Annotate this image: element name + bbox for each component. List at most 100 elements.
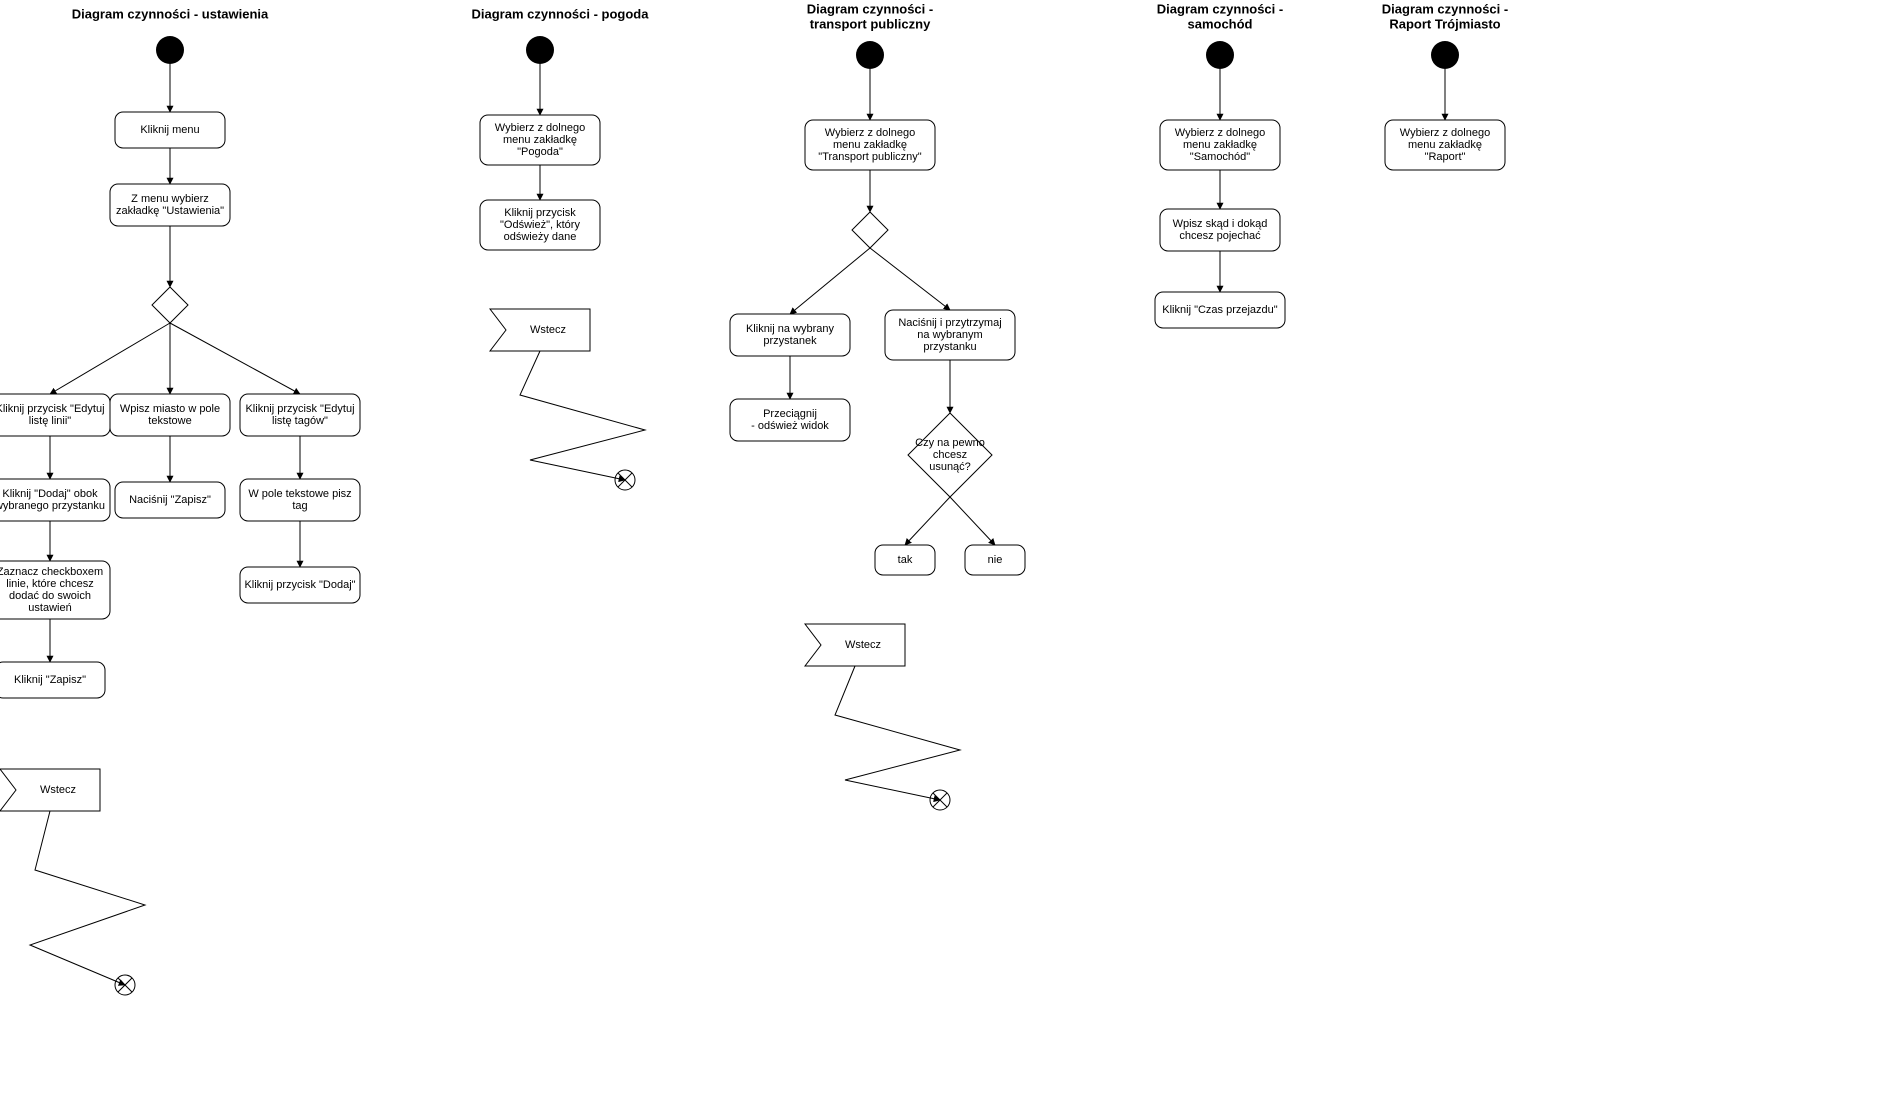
svg-text:Kliknij przycisk "Dodaj": Kliknij przycisk "Dodaj" bbox=[244, 579, 355, 591]
svg-text:Kliknij menu: Kliknij menu bbox=[140, 124, 199, 136]
activity-node: Kliknij "Dodaj" obokwybranego przystanku bbox=[0, 479, 110, 521]
svg-text:Naciśnij i przytrzymaj: Naciśnij i przytrzymaj bbox=[898, 317, 1001, 329]
start-node bbox=[856, 41, 884, 69]
svg-text:wybranego przystanku: wybranego przystanku bbox=[0, 500, 105, 512]
activity-node: tak bbox=[875, 545, 935, 575]
svg-text:samochód: samochód bbox=[1187, 16, 1252, 31]
activity-node: Kliknij przycisk "Edytujlistę linii" bbox=[0, 394, 110, 436]
diagram-pogoda: Diagram czynności - pogoda Wybierz z doln… bbox=[472, 6, 650, 490]
diagram-title: Diagram czynności -samochód bbox=[1157, 1, 1283, 31]
activity-node: nie bbox=[965, 545, 1025, 575]
svg-text:Wpisz miasto w pole: Wpisz miasto w pole bbox=[120, 403, 220, 415]
activity-node: Wpisz miasto w poletekstowe bbox=[110, 394, 230, 436]
svg-text:Kliknij "Zapisz": Kliknij "Zapisz" bbox=[14, 674, 86, 686]
zigzag-connector bbox=[30, 811, 145, 985]
terminator-node bbox=[115, 975, 135, 995]
start-node bbox=[1431, 41, 1459, 69]
activity-node: Kliknij przycisk "Dodaj" bbox=[240, 567, 360, 603]
activity-node: Wybierz z dolnegomenu zakładkę"Transport… bbox=[805, 120, 935, 170]
svg-text:odświeży dane: odświeży dane bbox=[504, 231, 577, 243]
svg-text:Wpisz skąd i dokąd: Wpisz skąd i dokąd bbox=[1173, 218, 1268, 230]
svg-text:"Pogoda": "Pogoda" bbox=[517, 146, 563, 158]
svg-text:Raport Trójmiasto: Raport Trójmiasto bbox=[1389, 16, 1500, 31]
svg-text:"Samochód": "Samochód" bbox=[1190, 151, 1250, 163]
activity-node: Wpisz skąd i dokądchcesz pojechać bbox=[1160, 209, 1280, 251]
svg-text:linie, które chcesz: linie, które chcesz bbox=[6, 578, 93, 590]
svg-text:Wybierz z dolnego: Wybierz z dolnego bbox=[1175, 127, 1265, 139]
diagram-ustawienia: Diagram czynności - ustawienia Kliknij me… bbox=[0, 6, 360, 995]
svg-text:Wybierz z dolnego: Wybierz z dolnego bbox=[495, 122, 585, 134]
diagram-title: Diagram czynności - pogoda bbox=[472, 6, 650, 21]
edge bbox=[170, 323, 300, 394]
activity-node: Wybierz z dolnegomenu zakładkę"Raport" bbox=[1385, 120, 1505, 170]
activity-node: Kliknij menu bbox=[115, 112, 225, 148]
svg-text:Diagram czynności - pogoda: Diagram czynności - pogoda bbox=[472, 6, 650, 21]
activity-node: Z menu wybierzzakładkę "Ustawienia" bbox=[110, 184, 230, 226]
activity-node: Wybierz z dolnegomenu zakładkę"Samochód" bbox=[1160, 120, 1280, 170]
svg-text:transport publiczny: transport publiczny bbox=[810, 16, 931, 31]
svg-text:listę linii": listę linii" bbox=[29, 415, 72, 427]
edge bbox=[50, 323, 170, 394]
decision-diamond bbox=[152, 287, 188, 323]
svg-text:Naciśnij "Zapisz": Naciśnij "Zapisz" bbox=[129, 494, 211, 506]
svg-text:Wybierz z dolnego: Wybierz z dolnego bbox=[825, 127, 915, 139]
activity-node: Przeciągnij- odśwież widok bbox=[730, 399, 850, 441]
svg-text:Czy na pewno: Czy na pewno bbox=[915, 437, 985, 449]
signal-receipt: Wstecz bbox=[490, 309, 590, 351]
edge bbox=[950, 497, 995, 545]
svg-text:Kliknij przycisk: Kliknij przycisk bbox=[504, 207, 576, 219]
svg-text:Kliknij "Dodaj" obok: Kliknij "Dodaj" obok bbox=[2, 488, 98, 500]
decision-diamond bbox=[852, 212, 888, 248]
edge bbox=[790, 248, 870, 314]
svg-text:Wstecz: Wstecz bbox=[845, 639, 881, 651]
svg-text:usunąć?: usunąć? bbox=[929, 461, 971, 473]
activity-node: Naciśnij i przytrzymajna wybranymprzysta… bbox=[885, 310, 1015, 360]
svg-text:Diagram czynności - ustawienia: Diagram czynności - ustawienia bbox=[72, 6, 269, 21]
svg-text:tekstowe: tekstowe bbox=[148, 415, 191, 427]
diagram-title: Diagram czynności -Raport Trójmiasto bbox=[1382, 1, 1508, 31]
svg-text:- odśwież widok: - odśwież widok bbox=[751, 420, 829, 432]
svg-text:Przeciągnij: Przeciągnij bbox=[763, 408, 817, 420]
svg-text:dodać do swoich: dodać do swoich bbox=[9, 590, 91, 602]
activity-node: Kliknij przycisk "Edytujlistę tagów" bbox=[240, 394, 360, 436]
start-node bbox=[156, 36, 184, 64]
activity-node: W pole tekstowe pisztag bbox=[240, 479, 360, 521]
start-node bbox=[1206, 41, 1234, 69]
svg-text:Zaznacz checkboxem: Zaznacz checkboxem bbox=[0, 566, 103, 578]
svg-text:przystanku: przystanku bbox=[923, 341, 976, 353]
signal-receipt: Wstecz bbox=[805, 624, 905, 666]
svg-text:Wybierz z dolnego: Wybierz z dolnego bbox=[1400, 127, 1490, 139]
terminator-node bbox=[930, 790, 950, 810]
svg-text:listę tagów": listę tagów" bbox=[272, 415, 328, 427]
diagram-transport: Diagram czynności -transport publiczny Wy… bbox=[730, 1, 1025, 810]
svg-text:Diagram czynności -: Diagram czynności - bbox=[1382, 1, 1508, 16]
svg-text:Wstecz: Wstecz bbox=[530, 324, 566, 336]
diagram-samochod: Diagram czynności -samochód Wybierz z dol… bbox=[1155, 1, 1285, 328]
svg-text:W pole tekstowe pisz: W pole tekstowe pisz bbox=[248, 488, 351, 500]
activity-node: Kliknij "Zapisz" bbox=[0, 662, 105, 698]
svg-text:menu zakładkę: menu zakładkę bbox=[833, 139, 907, 151]
diagram-canvas: Diagram czynności - ustawienia Kliknij me… bbox=[0, 0, 1895, 1116]
svg-text:chcesz: chcesz bbox=[933, 449, 967, 461]
svg-text:na wybranym: na wybranym bbox=[917, 329, 982, 341]
signal-receipt: Wstecz bbox=[0, 769, 100, 811]
activity-node: Kliknij na wybranyprzystanek bbox=[730, 314, 850, 356]
svg-text:Diagram czynności -: Diagram czynności - bbox=[807, 1, 933, 16]
activity-node: Kliknij przycisk"Odśwież", któryodświeży… bbox=[480, 200, 600, 250]
terminator-node bbox=[615, 470, 635, 490]
svg-text:tag: tag bbox=[292, 500, 307, 512]
svg-text:menu zakładkę: menu zakładkę bbox=[503, 134, 577, 146]
edge bbox=[905, 497, 950, 545]
svg-text:Z menu wybierz: Z menu wybierz bbox=[131, 193, 209, 205]
svg-text:Kliknij przycisk "Edytuj: Kliknij przycisk "Edytuj bbox=[0, 403, 105, 415]
activity-node: Naciśnij "Zapisz" bbox=[115, 482, 225, 518]
svg-text:Kliknij na wybrany: Kliknij na wybrany bbox=[746, 323, 835, 335]
diagram-raport: Diagram czynności -Raport Trójmiasto Wybi… bbox=[1382, 1, 1508, 170]
svg-text:zakładkę "Ustawienia": zakładkę "Ustawienia" bbox=[116, 205, 224, 217]
svg-text:tak: tak bbox=[898, 554, 913, 566]
svg-text:menu zakładkę: menu zakładkę bbox=[1408, 139, 1482, 151]
svg-text:"Raport": "Raport" bbox=[1425, 151, 1466, 163]
diagram-title: Diagram czynności - ustawienia bbox=[72, 6, 269, 21]
activity-node: Wybierz z dolnegomenu zakładkę"Pogoda" bbox=[480, 115, 600, 165]
diagram-title: Diagram czynności -transport publiczny bbox=[807, 1, 933, 31]
